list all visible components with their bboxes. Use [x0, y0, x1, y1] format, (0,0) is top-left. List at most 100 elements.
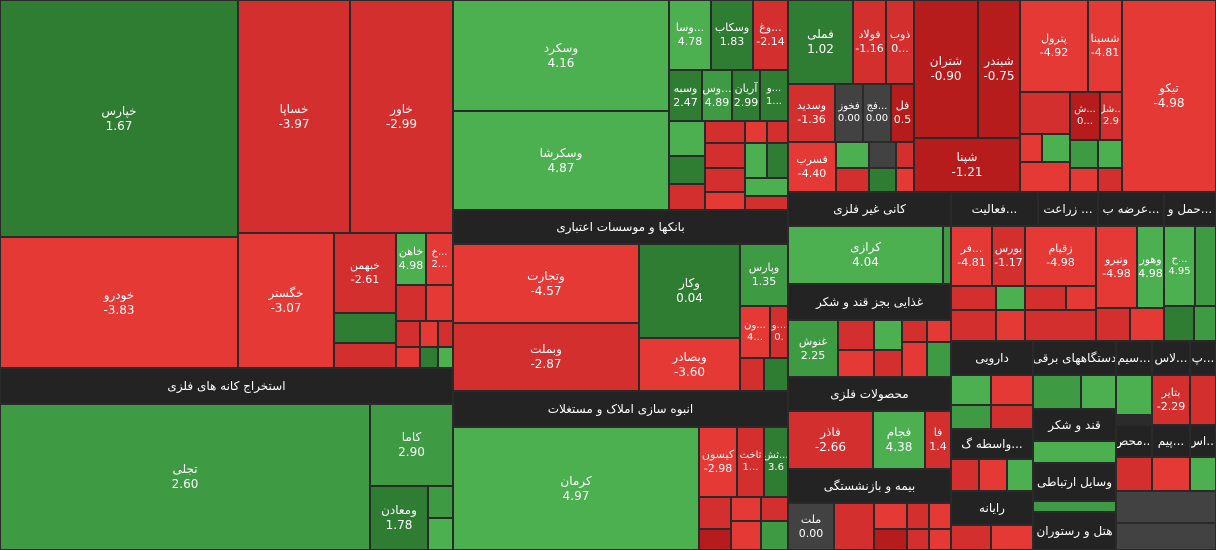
- tile-shol[interactable]: شل... 2.9: [1100, 92, 1122, 140]
- tile-small[interactable]: [428, 486, 453, 518]
- tile-small[interactable]: [731, 521, 761, 550]
- tile-small[interactable]: [428, 518, 453, 550]
- tile-kama[interactable]: کاما 2.90: [370, 404, 453, 486]
- tile-small[interactable]: [1033, 501, 1116, 512]
- tile-small[interactable]: [669, 121, 705, 156]
- tile-small[interactable]: [907, 503, 929, 529]
- tile-small[interactable]: [745, 178, 788, 196]
- tile-small[interactable]: [699, 529, 731, 550]
- tile-tajli[interactable]: تجلی 2.60: [0, 404, 370, 550]
- tile-small[interactable]: [869, 168, 896, 192]
- tile-vas2[interactable]: وس... 4.89: [702, 70, 732, 121]
- tile-small[interactable]: [699, 497, 731, 529]
- tile-vmellat[interactable]: وبملت -2.87: [453, 323, 639, 391]
- tile-small[interactable]: [1152, 457, 1190, 491]
- tile-small[interactable]: [1190, 375, 1216, 425]
- tile-vparas[interactable]: وپارس 1.35: [740, 244, 788, 306]
- tile-vaskard[interactable]: وسکرد 4.16: [453, 0, 669, 111]
- tile-sesh[interactable]: ثش... 3.6: [764, 427, 788, 497]
- tile-tiko[interactable]: تیکو -4.98: [1122, 0, 1216, 192]
- tile-bourse[interactable]: بورس -1.17: [992, 226, 1025, 286]
- tile-fakh[interactable]: فج... 0.00: [863, 84, 891, 142]
- tile-sh2[interactable]: ش... 0...: [1070, 92, 1100, 140]
- tile-vkar[interactable]: وکار 0.04: [639, 244, 740, 338]
- tile-small[interactable]: [1098, 168, 1122, 192]
- tile-small[interactable]: [1098, 140, 1122, 168]
- tile-small[interactable]: [396, 321, 420, 347]
- tile-v3[interactable]: و... 1...: [760, 70, 788, 121]
- tile-small[interactable]: [420, 321, 438, 347]
- tile-small[interactable]: [836, 168, 869, 192]
- tile-small[interactable]: [929, 529, 951, 550]
- tile-small[interactable]: [1164, 306, 1194, 341]
- tile-small[interactable]: [1081, 375, 1116, 409]
- tile-small[interactable]: [874, 350, 902, 377]
- tile-small[interactable]: [907, 529, 929, 550]
- tile-small[interactable]: [740, 358, 764, 391]
- tile-khesapa[interactable]: خساپا -3.97: [238, 0, 350, 233]
- tile-vasa[interactable]: وسا... 4.78: [669, 0, 711, 70]
- tile-khgostar[interactable]: خگستر -3.07: [238, 233, 334, 368]
- tile-v0[interactable]: و... 0.: [770, 306, 788, 358]
- tile-small[interactable]: [1194, 306, 1216, 341]
- tile-khbahman[interactable]: خبهمن -2.61: [334, 233, 396, 313]
- tile-small[interactable]: [979, 459, 1007, 491]
- tile-small[interactable]: [1025, 286, 1066, 310]
- tile-small[interactable]: [438, 321, 453, 347]
- tile-small[interactable]: [1116, 523, 1216, 550]
- tile-vaskab[interactable]: وسکاب 1.83: [711, 0, 753, 70]
- tile-small[interactable]: [420, 347, 438, 368]
- tile-far[interactable]: فر... -4.81: [951, 226, 992, 286]
- tile-small[interactable]: [669, 184, 705, 210]
- tile-small[interactable]: [761, 497, 788, 521]
- tile-vaskrasha[interactable]: وسکرشا 4.87: [453, 111, 669, 210]
- tile-small[interactable]: [1130, 308, 1164, 341]
- tile-small[interactable]: [396, 347, 420, 368]
- tile-small[interactable]: [927, 320, 951, 342]
- tile-small[interactable]: [1066, 286, 1096, 310]
- tile-small[interactable]: [1116, 457, 1152, 491]
- tile-small[interactable]: [705, 121, 745, 143]
- tile-zob[interactable]: ذوب 0...: [886, 0, 914, 84]
- tile-small[interactable]: [927, 342, 951, 377]
- tile-small[interactable]: [767, 121, 788, 143]
- tile-khepars[interactable]: خپارس 1.67: [0, 0, 238, 237]
- tile-small[interactable]: [951, 405, 991, 429]
- tile-small[interactable]: [1116, 375, 1152, 415]
- tile-small[interactable]: [869, 142, 896, 168]
- tile-small[interactable]: [1033, 441, 1116, 463]
- tile-zaqiam[interactable]: زقیام -4.98: [1025, 226, 1096, 286]
- tile-small[interactable]: [669, 156, 705, 184]
- tile-khavan[interactable]: خاهن 4.98: [396, 233, 426, 285]
- tile-batir[interactable]: بتایر -2.29: [1152, 375, 1190, 425]
- tile-melat[interactable]: ملت 0.00: [788, 503, 834, 550]
- tile-small[interactable]: [767, 143, 788, 178]
- tile-small[interactable]: [1033, 375, 1081, 409]
- tile-small[interactable]: [1020, 134, 1042, 162]
- tile-small[interactable]: [1070, 140, 1098, 168]
- tile-fajam[interactable]: فجام 4.38: [873, 411, 925, 469]
- tile-small[interactable]: [902, 342, 927, 377]
- tile-shpina[interactable]: شپنا -1.21: [914, 138, 1020, 192]
- tile-small[interactable]: [426, 285, 453, 321]
- tile-small[interactable]: [902, 320, 927, 342]
- tile-vtejarat[interactable]: وتجارت -4.57: [453, 244, 639, 323]
- tile-small[interactable]: [1007, 459, 1033, 491]
- tile-small[interactable]: [1096, 308, 1130, 341]
- tile-vsaderat[interactable]: وبصادر -3.60: [639, 338, 740, 391]
- tile-petrol[interactable]: پترول -4.92: [1020, 0, 1088, 92]
- tile-von[interactable]: ون... 4...: [740, 306, 770, 358]
- tile-small[interactable]: [991, 375, 1033, 405]
- tile-kerman[interactable]: کرمان 4.97: [453, 427, 699, 550]
- tile-fel[interactable]: فل 0.5: [891, 84, 914, 142]
- tile-small[interactable]: [943, 226, 951, 284]
- tile-aryan[interactable]: آریان 2.99: [732, 70, 760, 121]
- tile-small[interactable]: [731, 497, 761, 521]
- tile-small[interactable]: [836, 142, 869, 168]
- tile-small[interactable]: [991, 525, 1033, 550]
- tile-fuolad[interactable]: فولاد -1.16: [853, 0, 886, 84]
- tile-vasbeh[interactable]: وسبه 2.47: [669, 70, 702, 121]
- tile-small[interactable]: [838, 350, 874, 377]
- tile-small[interactable]: [991, 405, 1033, 429]
- tile-small[interactable]: [745, 121, 767, 143]
